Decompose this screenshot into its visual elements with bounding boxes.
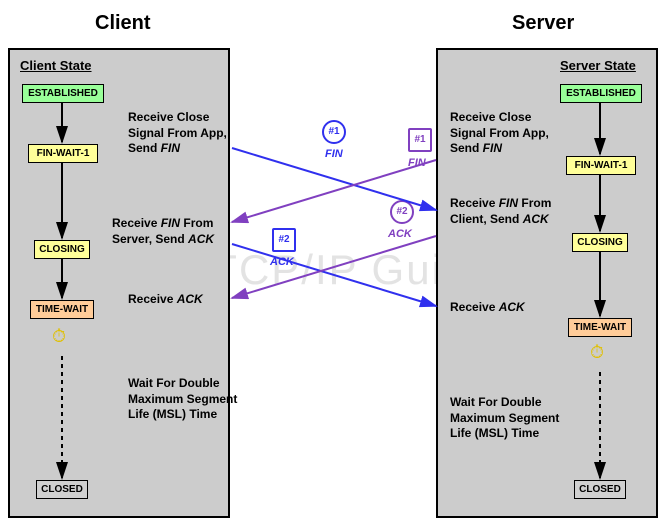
message-label-0: FIN xyxy=(325,148,343,160)
timer-icon: ⏱ xyxy=(52,326,66,347)
client-state-established: ESTABLISHED xyxy=(22,84,104,103)
message-label-1: FIN xyxy=(408,157,426,169)
client-state-closing: CLOSING xyxy=(34,240,90,259)
client-state-closed: CLOSED xyxy=(36,480,88,499)
message-label-2: ACK xyxy=(270,256,294,268)
timer-icon: ⏱ xyxy=(590,342,604,363)
message-badge-0: #1 xyxy=(322,120,346,144)
server-state-closed: CLOSED xyxy=(574,480,626,499)
server-event-2: Receive ACK xyxy=(450,300,525,316)
client-state-time-wait: TIME-WAIT xyxy=(30,300,94,319)
client-event-1: Receive FIN FromServer, Send ACK xyxy=(112,216,214,247)
server-panel-title: Server State xyxy=(560,58,636,73)
message-badge-2: #2 xyxy=(272,228,296,252)
message-badge-1: #1 xyxy=(408,128,432,152)
server-state-closing: CLOSING xyxy=(572,233,628,252)
server-event-0: Receive CloseSignal From App,Send FIN xyxy=(450,110,549,157)
server-state-established: ESTABLISHED xyxy=(560,84,642,103)
server-title: Server xyxy=(512,12,574,35)
server-state-fin-wait-1: FIN-WAIT-1 xyxy=(566,156,636,175)
client-event-3: Wait For DoubleMaximum SegmentLife (MSL)… xyxy=(128,376,237,423)
client-title: Client xyxy=(95,12,151,35)
client-panel-title: Client State xyxy=(20,58,92,73)
client-event-0: Receive CloseSignal From App,Send FIN xyxy=(128,110,227,157)
client-state-fin-wait-1: FIN-WAIT-1 xyxy=(28,144,98,163)
message-label-3: ACK xyxy=(388,228,412,240)
client-event-2: Receive ACK xyxy=(128,292,203,308)
server-state-time-wait: TIME-WAIT xyxy=(568,318,632,337)
server-event-1: Receive FIN FromClient, Send ACK xyxy=(450,196,551,227)
message-badge-3: #2 xyxy=(390,200,414,224)
server-event-3: Wait For DoubleMaximum SegmentLife (MSL)… xyxy=(450,395,559,442)
